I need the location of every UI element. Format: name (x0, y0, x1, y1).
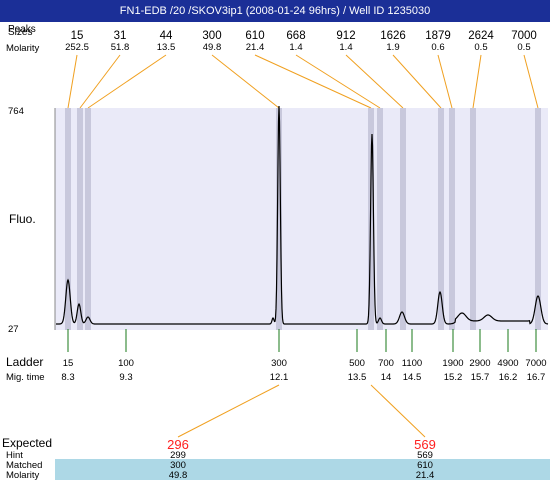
fluo-label: Fluo. (9, 212, 36, 226)
hint-value-0: 299 (170, 450, 186, 461)
ladder-time-1: 9.3 (119, 372, 132, 383)
peak-connector-4 (254, 54, 372, 109)
peak-size-8: 1879 (425, 30, 451, 42)
expected-value-1: 569 (414, 437, 436, 452)
peak-molarity-3: 49.8 (203, 42, 222, 53)
peak-molarity-1: 51.8 (111, 42, 130, 53)
peak-molarity-8: 0.6 (431, 42, 444, 53)
mig-time-label: Mig. time (6, 372, 45, 383)
peak-band-7 (438, 108, 444, 330)
expected-value-0: 296 (167, 437, 189, 452)
peak-connector-10 (523, 54, 539, 109)
peak-size-4: 610 (245, 30, 264, 42)
peak-size-3: 300 (202, 30, 221, 42)
peak-molarity-2: 13.5 (157, 42, 176, 53)
ladder-size-1: 100 (118, 358, 134, 369)
bottom-molarity-label: Molarity (6, 470, 40, 480)
ladder-label: Ladder (6, 355, 43, 369)
ladder-size-4: 700 (378, 358, 394, 369)
matched-label: Matched (6, 460, 42, 471)
peak-band-2 (85, 108, 91, 330)
ladder-size-0: 15 (63, 358, 74, 369)
peak-band-5 (377, 108, 383, 330)
ladder-size-8: 4900 (497, 358, 518, 369)
peak-size-7: 1626 (380, 30, 406, 42)
sizes-label: Sizes (8, 27, 32, 38)
peak-connector-3 (211, 54, 280, 109)
plot-area (55, 108, 548, 330)
peak-molarity-7: 1.9 (386, 42, 399, 53)
hint-label: Hint (6, 450, 23, 461)
y-axis-min: 27 (8, 324, 19, 335)
peak-molarity-5: 1.4 (289, 42, 302, 53)
ladder-size-6: 1900 (442, 358, 463, 369)
peak-size-6: 912 (336, 30, 355, 42)
ladder-size-7: 2900 (469, 358, 490, 369)
peak-size-10: 7000 (511, 30, 537, 42)
matched-value-1: 610 (417, 460, 433, 471)
ladder-time-6: 15.2 (444, 372, 463, 383)
peak-molarity-4: 21.4 (246, 42, 265, 53)
matched-molarity-1: 21.4 (416, 470, 435, 480)
peak-connector-5 (295, 54, 381, 109)
peak-size-5: 668 (286, 30, 305, 42)
peak-size-1: 31 (114, 30, 127, 42)
expected-connector-1 (370, 384, 426, 438)
ladder-time-2: 12.1 (270, 372, 289, 383)
peak-molarity-10: 0.5 (517, 42, 530, 53)
peak-molarity-9: 0.5 (474, 42, 487, 53)
ladder-time-4: 14 (381, 372, 392, 383)
ladder-size-2: 300 (271, 358, 287, 369)
ladder-time-5: 14.5 (403, 372, 422, 383)
fluorescence-trace (56, 105, 549, 325)
ladder-time-9: 16.7 (527, 372, 546, 383)
expected-label: Expected (2, 436, 52, 450)
peak-size-0: 15 (71, 30, 84, 42)
y-axis-max: 764 (8, 106, 24, 117)
ladder-size-3: 500 (349, 358, 365, 369)
peak-molarity-0: 252.5 (65, 42, 89, 53)
expected-connector-0 (177, 384, 280, 438)
peak-band-8 (449, 108, 455, 330)
ladder-time-7: 15.7 (471, 372, 490, 383)
peak-band-1 (77, 108, 83, 330)
peak-connector-6 (345, 54, 404, 109)
window-title: FN1-EDB /20 /SKOV3ip1 (2008-01-24 96hrs)… (0, 0, 550, 22)
ladder-time-8: 16.2 (499, 372, 518, 383)
matched-value-0: 300 (170, 460, 186, 471)
ladder-size-9: 7000 (525, 358, 546, 369)
peak-size-2: 44 (160, 30, 173, 42)
peak-size-9: 2624 (468, 30, 494, 42)
peak-connector-9 (472, 54, 482, 109)
peak-band-10 (535, 108, 541, 330)
peak-connector-1 (79, 54, 121, 109)
peak-band-6 (400, 108, 406, 330)
matched-row-highlight (55, 459, 550, 480)
ladder-size-5: 1100 (402, 358, 422, 369)
peak-band-0 (65, 108, 71, 330)
peak-band-9 (470, 108, 476, 330)
peak-connector-8 (437, 54, 453, 109)
peak-connector-2 (87, 54, 167, 109)
peak-connector-0 (67, 54, 78, 109)
peaks-overlay-label: Peaks (8, 24, 36, 35)
ladder-time-0: 8.3 (61, 372, 74, 383)
ladder-time-3: 13.5 (348, 372, 367, 383)
matched-molarity-0: 49.8 (169, 470, 188, 480)
peak-connector-7 (392, 54, 442, 109)
peak-molarity-6: 1.4 (339, 42, 352, 53)
peak-band-3 (276, 108, 282, 330)
molarity-label: Molarity (6, 43, 40, 54)
hint-value-1: 569 (417, 450, 433, 461)
